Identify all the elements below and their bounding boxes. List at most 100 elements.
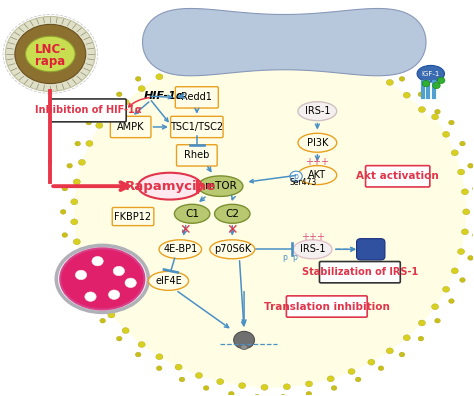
- Circle shape: [451, 268, 458, 274]
- Circle shape: [67, 255, 73, 260]
- Circle shape: [125, 278, 137, 287]
- Circle shape: [136, 76, 141, 81]
- Circle shape: [457, 169, 465, 175]
- Circle shape: [62, 186, 68, 191]
- Text: LNC-: LNC-: [35, 43, 66, 56]
- Ellipse shape: [148, 271, 189, 290]
- Circle shape: [117, 336, 122, 341]
- Circle shape: [5, 17, 95, 91]
- Text: Akt activation: Akt activation: [356, 171, 439, 181]
- PathPatch shape: [143, 8, 426, 76]
- Circle shape: [306, 391, 312, 396]
- Text: p: p: [293, 172, 299, 181]
- Text: p70S6K: p70S6K: [214, 244, 251, 254]
- Circle shape: [403, 92, 410, 98]
- Circle shape: [86, 277, 93, 283]
- Circle shape: [356, 52, 361, 57]
- Circle shape: [217, 379, 224, 385]
- Circle shape: [238, 46, 246, 51]
- Circle shape: [418, 336, 424, 341]
- Circle shape: [448, 299, 454, 303]
- Circle shape: [403, 335, 410, 341]
- Circle shape: [356, 377, 361, 382]
- Circle shape: [117, 92, 122, 97]
- Circle shape: [100, 318, 106, 323]
- Circle shape: [422, 80, 430, 87]
- Circle shape: [156, 366, 162, 371]
- Text: Rheb: Rheb: [184, 150, 210, 160]
- FancyBboxPatch shape: [50, 99, 126, 122]
- Circle shape: [175, 364, 182, 370]
- Ellipse shape: [138, 173, 202, 200]
- Circle shape: [438, 77, 445, 84]
- Circle shape: [468, 164, 474, 168]
- Text: Redd1: Redd1: [182, 92, 212, 103]
- Circle shape: [348, 59, 355, 65]
- Ellipse shape: [174, 204, 210, 223]
- Circle shape: [86, 141, 93, 147]
- Circle shape: [15, 25, 86, 84]
- Circle shape: [203, 44, 209, 49]
- Text: +++: +++: [305, 158, 329, 168]
- Text: Inhibition of HIF-1α: Inhibition of HIF-1α: [35, 105, 141, 115]
- Ellipse shape: [240, 345, 248, 350]
- Ellipse shape: [159, 240, 201, 259]
- Circle shape: [234, 331, 255, 349]
- Circle shape: [67, 164, 73, 168]
- Ellipse shape: [26, 36, 75, 72]
- Circle shape: [290, 171, 302, 181]
- Text: FKBP12: FKBP12: [114, 211, 152, 221]
- Circle shape: [71, 199, 78, 205]
- Circle shape: [175, 64, 182, 70]
- Circle shape: [433, 82, 440, 89]
- Text: AKT: AKT: [308, 170, 327, 180]
- Circle shape: [348, 369, 355, 375]
- Circle shape: [419, 320, 426, 326]
- Circle shape: [327, 376, 334, 382]
- FancyBboxPatch shape: [110, 116, 151, 138]
- Text: Ser473: Ser473: [290, 178, 317, 187]
- Text: HIF-1α: HIF-1α: [144, 91, 184, 101]
- Text: IRS-1: IRS-1: [305, 106, 330, 116]
- Circle shape: [261, 44, 268, 50]
- Text: rapa: rapa: [35, 55, 65, 68]
- Circle shape: [254, 394, 260, 396]
- Circle shape: [96, 122, 103, 128]
- Text: IGF-1: IGF-1: [421, 71, 440, 77]
- Circle shape: [473, 186, 474, 191]
- FancyBboxPatch shape: [171, 116, 223, 138]
- Circle shape: [331, 44, 337, 49]
- Circle shape: [179, 377, 185, 382]
- Text: 4E-BP1: 4E-BP1: [163, 244, 197, 254]
- Circle shape: [368, 359, 375, 365]
- Text: ✕: ✕: [179, 223, 191, 237]
- Circle shape: [228, 391, 234, 396]
- Circle shape: [217, 50, 224, 55]
- Circle shape: [368, 69, 375, 74]
- Circle shape: [60, 209, 66, 214]
- Text: Translation inhibition: Translation inhibition: [264, 301, 390, 312]
- Ellipse shape: [298, 102, 337, 121]
- FancyBboxPatch shape: [356, 239, 385, 260]
- Text: Rapamycine: Rapamycine: [124, 180, 215, 193]
- Ellipse shape: [293, 240, 332, 259]
- FancyBboxPatch shape: [112, 208, 154, 226]
- Text: PI3K: PI3K: [307, 138, 328, 148]
- PathPatch shape: [74, 47, 466, 387]
- Circle shape: [305, 381, 312, 387]
- Circle shape: [195, 55, 202, 61]
- Text: ✕: ✕: [227, 223, 238, 237]
- FancyBboxPatch shape: [365, 166, 430, 187]
- Circle shape: [463, 209, 470, 215]
- Circle shape: [238, 383, 246, 388]
- Circle shape: [85, 292, 96, 301]
- Text: AMPK: AMPK: [117, 122, 145, 132]
- Ellipse shape: [56, 246, 148, 312]
- Circle shape: [457, 249, 465, 255]
- Circle shape: [418, 92, 424, 97]
- Circle shape: [73, 179, 81, 185]
- Circle shape: [138, 342, 145, 347]
- Ellipse shape: [60, 248, 145, 310]
- Circle shape: [203, 386, 209, 390]
- Circle shape: [386, 348, 393, 354]
